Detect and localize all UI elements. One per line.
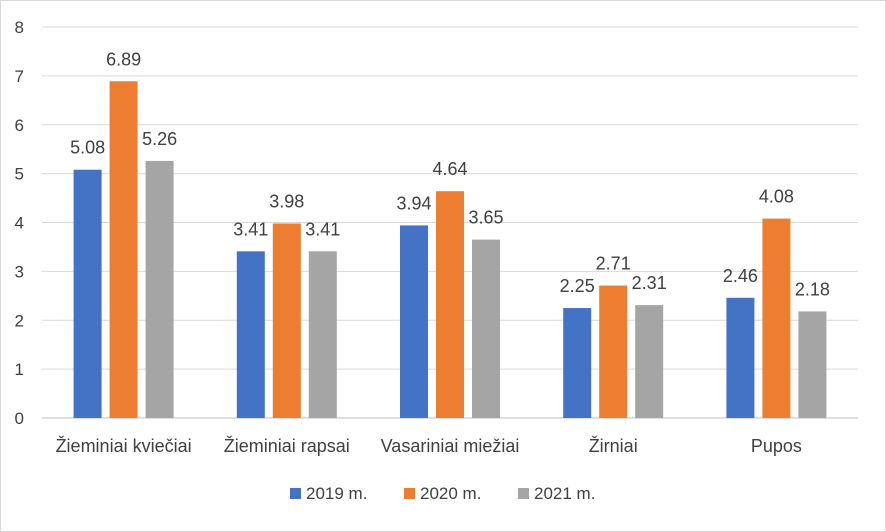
y-tick-label: 4 [15,214,24,233]
bar [237,251,265,418]
bar [762,219,790,418]
bar [563,308,591,418]
bar-chart: 012345678 5.086.895.263.413.983.413.944.… [0,0,886,532]
bar [635,305,663,418]
bar [436,191,464,418]
y-axis-ticks: 0 1 2 3 4 5 6 7 8 [15,18,24,428]
legend-swatch [290,488,301,499]
y-tick-label: 8 [15,18,24,37]
legend: 2019 m. 2020 m. 2021 m. [290,484,595,503]
data-label: 6.89 [106,49,141,69]
legend-swatch [404,488,415,499]
bar [599,286,627,418]
data-label: 3.98 [269,191,304,211]
y-tick-label: 7 [15,67,24,86]
data-label: 4.08 [759,187,794,207]
y-tick-label: 1 [15,360,24,379]
data-label: 3.41 [233,219,268,239]
data-label: 2.46 [723,266,758,286]
bar [400,225,428,418]
bar [146,161,174,418]
bar [309,251,337,418]
data-label: 4.64 [432,159,467,179]
legend-label: 2020 m. [420,484,481,503]
x-category-label: Vasariniai miežiai [381,436,520,456]
data-label: 3.65 [468,208,503,228]
data-label: 3.94 [396,193,431,213]
legend-label: 2019 m. [306,484,367,503]
x-category-label: Pupos [751,436,802,456]
bar [110,81,138,418]
data-label: 2.18 [795,279,830,299]
x-category-label: Žieminiai rapsai [224,436,350,456]
bar [726,298,754,418]
bars [74,81,827,418]
bar [74,170,102,418]
y-tick-label: 6 [15,116,24,135]
y-tick-label: 3 [15,262,24,281]
x-category-label: Žirniai [589,436,638,456]
legend-label: 2021 m. [534,484,595,503]
data-label: 2.31 [632,273,667,293]
data-label: 3.41 [305,219,340,239]
bar [273,223,301,418]
x-axis-categories: Žieminiai kviečiai Žieminiai rapsai Vasari… [56,436,802,456]
y-tick-label: 0 [15,409,24,428]
data-label: 2.71 [596,254,631,274]
data-label: 5.26 [142,129,177,149]
y-tick-label: 5 [15,165,24,184]
legend-swatch [518,488,529,499]
y-tick-label: 2 [15,311,24,330]
data-label: 5.08 [70,138,105,158]
bar [798,311,826,418]
data-label: 2.25 [560,276,595,296]
bar [472,240,500,418]
x-category-label: Žieminiai kviečiai [56,436,192,456]
